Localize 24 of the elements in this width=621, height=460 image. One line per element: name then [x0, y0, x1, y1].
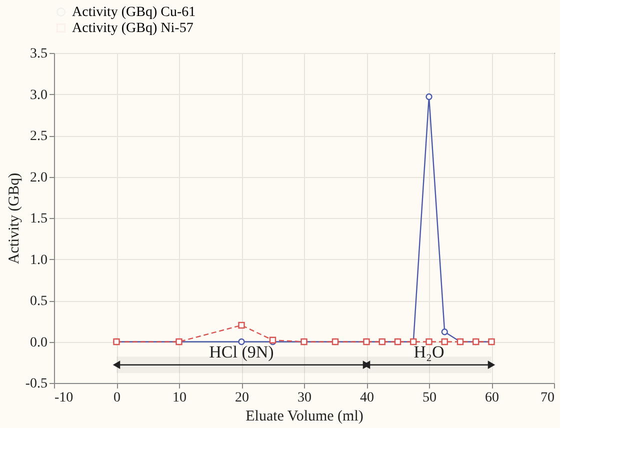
y-tick-label: 3.0 [30, 88, 48, 103]
y-tick-label: 2.5 [30, 129, 48, 144]
legend-label: Activity (GBq) Ni-57 [72, 21, 194, 36]
x-tick-label: 70 [540, 390, 554, 406]
y-axis-title: Activity (GBq) [6, 172, 22, 264]
x-tick-label: 0 [114, 390, 120, 406]
x-axis-title: Eluate Volume (ml) [246, 408, 364, 424]
band-label: H₂O [414, 342, 444, 362]
y-tick-label: 1.0 [30, 252, 48, 268]
x-tick-label: 60 [485, 390, 499, 406]
x-tick-label: 50 [422, 390, 436, 406]
y-tick-label: 1.5 [30, 212, 48, 226]
y-tick-label: 0.5 [30, 294, 48, 309]
y-tick-label: 2.0 [30, 170, 48, 186]
x-tick-label: 40 [360, 390, 374, 406]
legend-label: Activity (GBq) Cu-61 [72, 5, 196, 20]
x-tick-label: -10 [54, 390, 74, 406]
x-tick-label: 10 [172, 390, 186, 406]
x-tick-label: 30 [298, 390, 312, 406]
y-tick-label: 0.0 [30, 335, 48, 350]
band-label: HCl (9N) [209, 342, 274, 362]
y-tick-label: 3.5 [30, 46, 48, 62]
x-tick-label: 20 [235, 390, 249, 406]
y-tick-label: -0.5 [25, 376, 48, 392]
